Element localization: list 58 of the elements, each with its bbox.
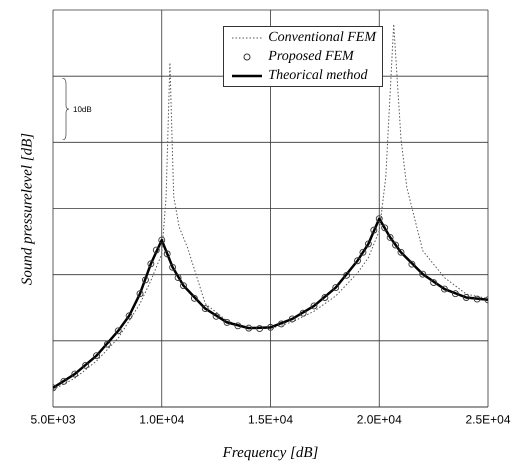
point (180, 282, 187, 290)
point (408, 260, 416, 268)
point (245, 324, 252, 332)
point (310, 302, 318, 310)
point (234, 322, 242, 330)
point (142, 276, 149, 284)
point (164, 250, 171, 258)
point (71, 370, 78, 378)
point (381, 224, 388, 232)
point (212, 312, 220, 320)
point (332, 284, 340, 292)
point (419, 270, 426, 278)
legend-label: Proposed FEM (268, 48, 354, 66)
point (364, 240, 372, 248)
point (398, 248, 404, 256)
point (288, 316, 296, 322)
point (174, 274, 182, 282)
point (104, 340, 111, 348)
point (82, 362, 90, 369)
legend-label: Theorical method (268, 67, 368, 85)
point (158, 236, 166, 244)
y-axis-title: Sound pressurelevel [dB] (20, 132, 36, 285)
point (190, 294, 198, 302)
point (256, 325, 264, 332)
point (93, 352, 100, 360)
x-tick-label: 1.5E+04 (248, 412, 294, 427)
point (452, 290, 459, 298)
point (386, 234, 394, 241)
point (224, 318, 230, 326)
x-tick-label: 2.0E+04 (356, 412, 402, 427)
x-axis-title: Frequency [dB] (222, 445, 318, 461)
point (114, 327, 122, 334)
x-tick-label: 2.5E+04 (465, 412, 511, 427)
point (267, 324, 274, 331)
point (321, 294, 328, 301)
point (462, 294, 470, 301)
point (359, 248, 366, 256)
point (152, 246, 160, 254)
annotation: 10dB (73, 104, 92, 114)
point (376, 215, 383, 222)
x-tick-label: 1.0E+04 (139, 412, 185, 427)
point (60, 378, 68, 385)
point (300, 310, 307, 317)
point (147, 260, 154, 268)
point (354, 257, 361, 264)
point (441, 286, 448, 293)
point (126, 312, 133, 320)
point (169, 264, 176, 271)
point (370, 226, 378, 234)
point (278, 320, 285, 328)
point (202, 305, 209, 312)
point (343, 272, 350, 279)
x-tick-label: 5.0E+03 (30, 412, 76, 427)
point (474, 296, 481, 302)
legend-label: Conventional FEM (268, 29, 376, 47)
point (392, 242, 400, 249)
point (430, 279, 438, 286)
point (136, 290, 144, 298)
